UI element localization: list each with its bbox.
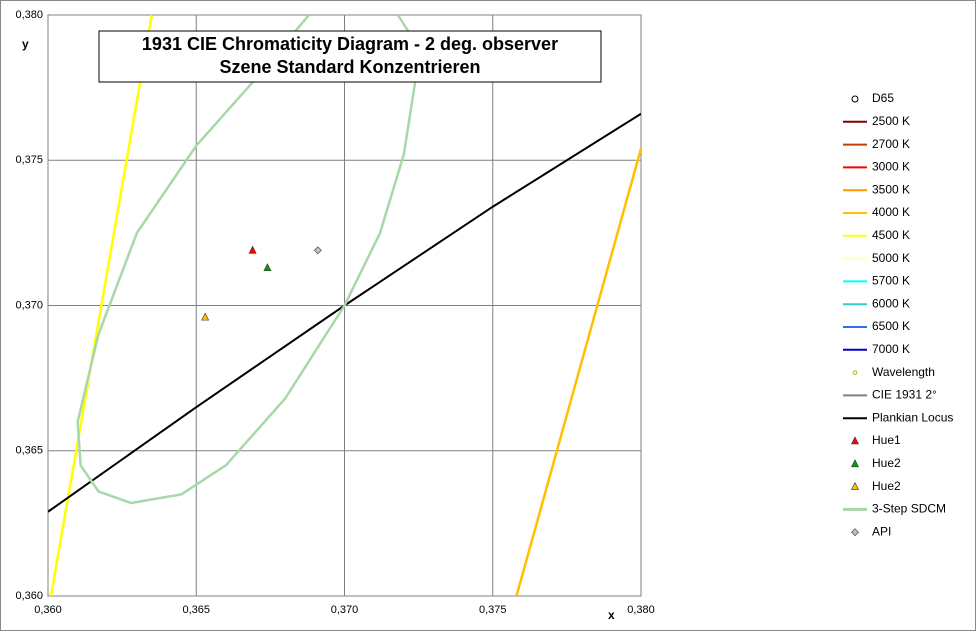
plot (48, 15, 641, 596)
series-line (515, 148, 641, 596)
legend-label: API (872, 524, 891, 538)
x-tick-label: 0,370 (331, 604, 359, 616)
x-tick-label: 0,365 (182, 604, 210, 616)
marker-triangle (851, 481, 859, 490)
marker-dot (852, 370, 858, 375)
marker-triangle (263, 263, 272, 272)
y-tick-label: 0,375 (15, 154, 43, 166)
marker-triangle (201, 312, 210, 321)
x-axis-label: x (608, 608, 615, 622)
marker-circle (851, 95, 859, 103)
legend-label: 6500 K (872, 319, 910, 333)
legend-label: 2500 K (872, 114, 910, 128)
legend-label: 4500 K (872, 228, 910, 242)
legend-label: 4000 K (872, 205, 910, 219)
legend-label: 5700 K (872, 274, 910, 288)
x-tick-label: 0,380 (627, 604, 655, 616)
y-tick-label: 0,370 (15, 299, 43, 311)
marker-triangle (851, 436, 859, 445)
legend-label: 6000 K (872, 296, 910, 310)
legend-label: 3-Step SDCM (872, 502, 946, 516)
y-tick-label: 0,365 (15, 445, 43, 457)
legend-label: Wavelength (872, 365, 935, 379)
legend-label: Hue2 (872, 479, 901, 493)
legend-label: 5000 K (872, 251, 910, 265)
y-tick-label: 0,360 (15, 590, 43, 602)
chart-title: 1931 CIE Chromaticity Diagram - 2 deg. o… (142, 34, 558, 54)
legend: D65 2500 K 2700 K 3000 K 3500 K 4000 K 4500 K 5… (843, 91, 953, 538)
legend-label: Hue2 (872, 456, 901, 470)
legend-label: CIE 1931 2° (872, 388, 937, 402)
legend-label: 3000 K (872, 160, 910, 174)
marker-diamond (851, 528, 859, 537)
legend-label: D65 (872, 91, 894, 105)
x-tick-label: 0,375 (479, 604, 507, 616)
y-tick-label: 0,380 (15, 9, 43, 21)
series-line (49, 15, 154, 596)
series-line (76, 15, 417, 505)
chart-subtitle: Szene Standard Konzentrieren (219, 57, 480, 77)
legend-label: Hue1 (872, 433, 901, 447)
y-axis-label: y (22, 37, 29, 51)
marker-triangle (248, 245, 257, 254)
x-tick-label: 0,360 (34, 604, 62, 616)
legend-label: 3500 K (872, 182, 910, 196)
legend-label: 7000 K (872, 342, 910, 356)
legend-label: Plankian Locus (872, 410, 953, 424)
marker-triangle (851, 459, 859, 468)
marker-diamond (313, 246, 322, 255)
legend-label: 2700 K (872, 137, 910, 151)
title-box (98, 30, 602, 83)
